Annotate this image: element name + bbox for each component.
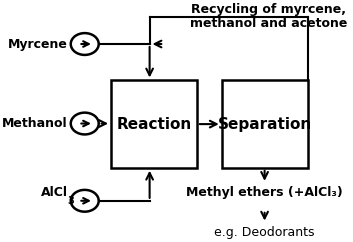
Text: Myrcene: Myrcene (8, 38, 68, 51)
Text: AlCl: AlCl (41, 186, 68, 198)
Text: 3: 3 (67, 197, 74, 206)
Text: methanol and acetone: methanol and acetone (190, 17, 347, 30)
Circle shape (71, 33, 99, 55)
Text: Recycling of myrcene,: Recycling of myrcene, (191, 3, 346, 16)
Text: Methyl ethers (+AlCl₃): Methyl ethers (+AlCl₃) (186, 186, 343, 199)
Text: Methanol: Methanol (2, 117, 68, 130)
Text: e.g. Deodorants: e.g. Deodorants (214, 226, 315, 239)
Text: Reaction: Reaction (116, 117, 192, 132)
Bar (111, 80, 197, 168)
Circle shape (71, 190, 99, 212)
Text: Separation: Separation (217, 117, 312, 132)
Circle shape (71, 113, 99, 135)
Bar (222, 80, 307, 168)
